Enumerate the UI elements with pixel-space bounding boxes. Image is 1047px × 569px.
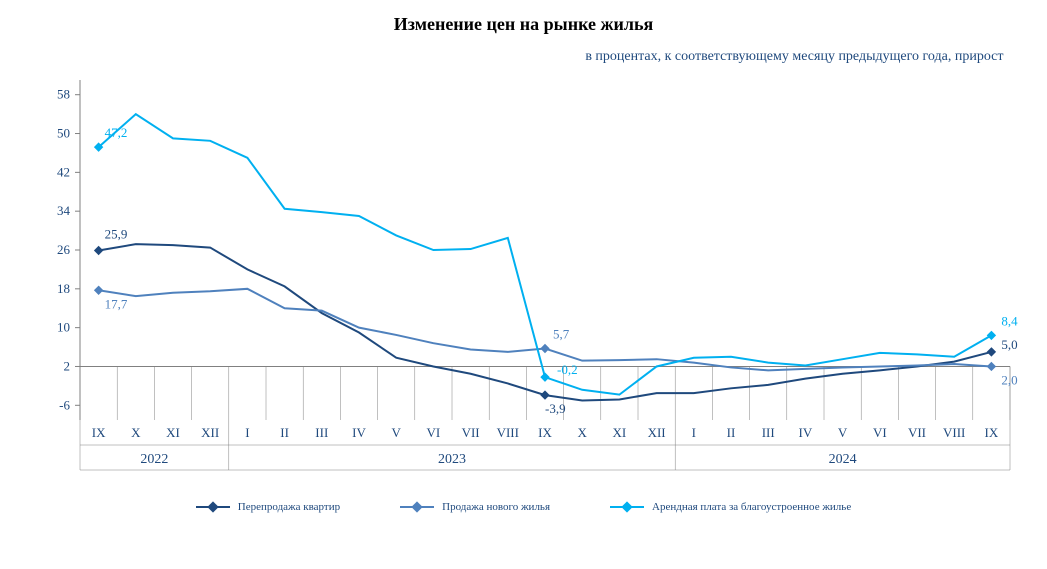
legend-item: Арендная плата за благоустроенное жилье	[610, 501, 851, 513]
chart-svg: -6210182634425058IXXXIXIIIIIIIIIVVVIVIIV…	[0, 65, 1047, 495]
svg-text:XII: XII	[648, 425, 666, 440]
svg-text:5,0: 5,0	[1001, 337, 1017, 352]
svg-text:34: 34	[57, 203, 71, 218]
svg-text:VII: VII	[908, 425, 926, 440]
svg-text:50: 50	[57, 126, 70, 141]
svg-text:I: I	[692, 425, 696, 440]
svg-text:XI: XI	[613, 425, 627, 440]
svg-text:VI: VI	[427, 425, 441, 440]
svg-text:10: 10	[57, 320, 70, 335]
legend-swatch	[400, 506, 434, 508]
svg-text:II: II	[280, 425, 289, 440]
svg-text:IX: IX	[538, 425, 552, 440]
legend-label: Арендная плата за благоустроенное жилье	[652, 501, 851, 513]
svg-text:VIII: VIII	[943, 425, 965, 440]
svg-text:XII: XII	[201, 425, 219, 440]
svg-text:58: 58	[57, 87, 70, 102]
svg-text:2022: 2022	[140, 452, 168, 467]
svg-text:V: V	[392, 425, 402, 440]
svg-text:47,2: 47,2	[105, 125, 128, 140]
legend-item: Продажа нового жилья	[400, 501, 550, 513]
legend-swatch	[196, 506, 230, 508]
legend-label: Продажа нового жилья	[442, 501, 550, 513]
svg-text:8,4: 8,4	[1001, 313, 1018, 328]
svg-text:-6: -6	[59, 397, 70, 412]
svg-text:VIII: VIII	[497, 425, 519, 440]
svg-text:III: III	[762, 425, 775, 440]
svg-text:26: 26	[57, 242, 71, 257]
legend: Перепродажа квартир Продажа нового жилья…	[0, 501, 1047, 513]
svg-text:2,0: 2,0	[1001, 372, 1017, 387]
svg-text:II: II	[727, 425, 736, 440]
svg-text:IX: IX	[92, 425, 106, 440]
svg-text:I: I	[245, 425, 249, 440]
svg-text:2023: 2023	[438, 452, 466, 467]
svg-text:IV: IV	[352, 425, 366, 440]
chart-subtitle: в процентах, к соответствующему месяцу п…	[44, 49, 1004, 65]
svg-text:III: III	[315, 425, 328, 440]
svg-text:25,9: 25,9	[105, 226, 128, 241]
svg-text:X: X	[131, 425, 141, 440]
legend-swatch	[610, 506, 644, 508]
chart-title: Изменение цен на рынке жилья	[0, 0, 1047, 35]
svg-text:2: 2	[64, 358, 71, 373]
svg-text:IX: IX	[985, 425, 999, 440]
svg-text:IV: IV	[799, 425, 813, 440]
legend-item: Перепродажа квартир	[196, 501, 340, 513]
svg-text:5,7: 5,7	[553, 327, 570, 342]
svg-text:X: X	[578, 425, 588, 440]
svg-text:-3,9: -3,9	[545, 401, 566, 416]
svg-text:42: 42	[57, 164, 70, 179]
svg-text:V: V	[838, 425, 848, 440]
svg-text:17,7: 17,7	[105, 296, 128, 311]
svg-text:2024: 2024	[829, 452, 857, 467]
chart-area: -6210182634425058IXXXIXIIIIIIIIIVVVIVIIV…	[0, 65, 1047, 495]
svg-text:18: 18	[57, 281, 70, 296]
legend-label: Перепродажа квартир	[238, 501, 340, 513]
svg-text:-0,2: -0,2	[557, 362, 578, 377]
svg-text:XI: XI	[166, 425, 180, 440]
svg-text:VII: VII	[462, 425, 480, 440]
svg-text:VI: VI	[873, 425, 887, 440]
